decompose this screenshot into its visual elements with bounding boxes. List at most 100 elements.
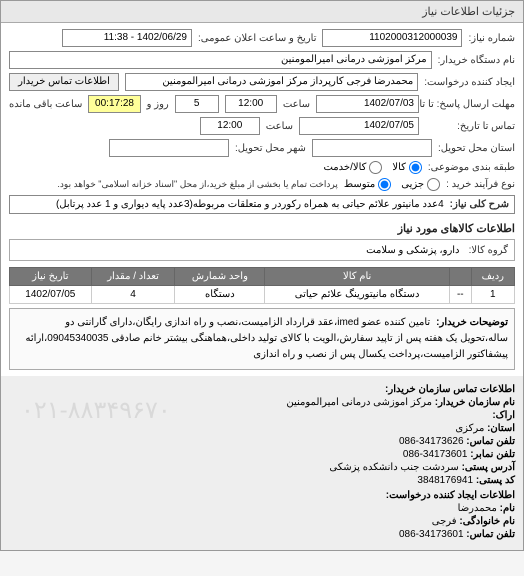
td-name: دستگاه مانیتورینگ علائم حیاتی — [265, 286, 450, 304]
footer-kodposti: کد پستی: 3848176941 — [9, 475, 515, 486]
tamas-label: تماس تا تاریخ: — [425, 121, 515, 132]
dastgah-label: نام دستگاه خریدار: — [438, 55, 515, 66]
rooz-label: روز و — [147, 99, 169, 110]
mohlat-time: 12:00 — [225, 95, 277, 113]
footer-title2: اطلاعات ایجاد کننده درخواست: — [9, 490, 515, 501]
th-radif: ردیف — [471, 268, 514, 286]
table-row: 1 -- دستگاه مانیتورینگ علائم حیاتی دستگا… — [10, 286, 515, 304]
mande-label: ساعت باقی مانده — [9, 99, 82, 110]
ostan-value: مرکزی — [455, 423, 484, 434]
family-label: نام خانوادگی: — [459, 516, 515, 527]
th-tarikh: تاریخ نیاز — [10, 268, 92, 286]
th-tedad: تعداد / مقدار — [91, 268, 175, 286]
radio-kala-label: کالا — [392, 162, 406, 173]
tamas-time: 12:00 — [200, 117, 260, 135]
mahal-tahvil-label: استان محل تحویل: — [438, 143, 515, 154]
row-mahal: استان محل تحویل: شهر محل تحویل: — [9, 139, 515, 157]
ijad-label: ایجاد کننده درخواست: — [424, 77, 515, 88]
fax-label: تلفن نمابر: — [470, 449, 515, 460]
th-name: نام کالا — [265, 268, 450, 286]
group-kala-label: گروه کالا: — [469, 245, 508, 256]
shomare-niaz-value: 1102000312000039 — [322, 29, 462, 47]
td-radif: 1 — [471, 286, 514, 304]
tel2-label: تلفن تماس: — [466, 529, 515, 540]
mande-time: 00:17:28 — [88, 95, 140, 113]
group-kala-box: گروه کالا: دارو، پزشکی و سلامت — [9, 239, 515, 261]
th-vahed: واحد شمارش — [175, 268, 265, 286]
saat-label-1: ساعت — [283, 99, 310, 110]
shahr-tahvil-value — [109, 139, 229, 157]
row-tabaghe: طبقه بندی موضوعی: کالا کالا/خدمت — [9, 161, 515, 174]
fax-value: 34173601-086 — [403, 449, 468, 460]
tarikh-elan-value: 1402/06/29 - 11:38 — [62, 29, 192, 47]
etelaat-tamas-button[interactable]: اطلاعات تماس خریدار — [9, 73, 119, 91]
farayand-radio-group: جزیی متوسط — [344, 178, 440, 191]
adres-value: سردشت جنب دانشکده پزشکی — [329, 462, 458, 473]
ostan-label: استان: — [487, 423, 515, 434]
saat-label-2: ساعت — [266, 121, 293, 132]
tarikh-elan-label: تاریخ و ساعت اعلان عمومی: — [198, 33, 317, 44]
tabaghe-label: طبقه بندی موضوعی: — [428, 162, 515, 173]
tel-label: تلفن تماس: — [466, 436, 515, 447]
kodposti-label: کد پستی: — [476, 475, 515, 486]
footer-fax: تلفن نمابر: 34173601-086 — [9, 449, 515, 460]
adres-label: آدرس پستی: — [462, 462, 515, 473]
tel-value: 34173626-086 — [399, 436, 464, 447]
family-value: فرجی — [432, 516, 457, 527]
name-sazman-label: نام سازمان خریدار: — [435, 397, 515, 408]
mohlat-label: مهلت ارسال پاسخ: تا تاریخ: — [425, 99, 515, 110]
name-value: محمدرضا — [458, 503, 497, 514]
kala-table: ردیف نام کالا واحد شمارش تعداد / مقدار ت… — [9, 267, 515, 304]
panel-header: جزئیات اطلاعات نیاز — [1, 1, 523, 23]
details-panel: جزئیات اطلاعات نیاز شماره نیاز: 11020003… — [0, 0, 524, 551]
row-shomare: شماره نیاز: 1102000312000039 تاریخ و ساع… — [9, 29, 515, 47]
farayand-note: پرداخت تمام یا بخشی از مبلغ خرید،از محل … — [57, 179, 337, 190]
name-sazman-value: مرکز اموزشی درمانی امیرالمومنین — [286, 397, 432, 408]
radio-khedmat[interactable]: کالا/خدمت — [323, 161, 382, 174]
tamas-date: 1402/07/05 — [299, 117, 419, 135]
tabaghe-radio-group: کالا کالا/خدمت — [323, 161, 421, 174]
radio-kala[interactable]: کالا — [392, 161, 422, 174]
group-kala-value: دارو، پزشکی و سلامت — [366, 245, 459, 256]
th-empty — [449, 268, 471, 286]
sharh-value: 4عدد مانیتور علائم حیاتی به همراه رکوردر… — [56, 199, 444, 210]
panel-content: شماره نیاز: 1102000312000039 تاریخ و ساع… — [1, 23, 523, 376]
row-farayand: نوع فرآیند خرید : جزیی متوسط پرداخت تمام… — [9, 178, 515, 191]
td-dash: -- — [449, 286, 471, 304]
radio-motavaset-label: متوسط — [344, 179, 375, 190]
radio-khedmat-input[interactable] — [369, 161, 382, 174]
row-ijad: ایجاد کننده درخواست: محمدرضا فرجی کارپرد… — [9, 73, 515, 91]
footer-tel2: تلفن تماس: 34173601-086 — [9, 529, 515, 540]
farayand-label: نوع فرآیند خرید : — [446, 179, 515, 190]
footer: ۰۲۱-۸۸۳۴۹۶۷۰ اطلاعات تماس سازمان خریدار:… — [1, 376, 523, 550]
radio-jozi-input[interactable] — [427, 178, 440, 191]
shahr-tahvil-label: شهر محل تحویل: — [235, 143, 306, 154]
footer-adres: آدرس پستی: سردشت جنب دانشکده پزشکی — [9, 462, 515, 473]
rooz-value: 5 — [175, 95, 219, 113]
radio-kala-input[interactable] — [409, 161, 422, 174]
kodposti-value: 3848176941 — [417, 475, 473, 486]
td-vahed: دستگاه — [175, 286, 265, 304]
watermark: ۰۲۱-۸۸۳۴۹۶۷۰ — [21, 396, 171, 425]
tozihat-label: توضیحات خریدار: — [436, 315, 508, 331]
radio-motavaset-input[interactable] — [378, 178, 391, 191]
tel2-value: 34173601-086 — [399, 529, 464, 540]
shomare-niaz-label: شماره نیاز: — [468, 33, 515, 44]
radio-jozi-label: جزیی — [401, 179, 424, 190]
row-mohlat: مهلت ارسال پاسخ: تا تاریخ: 1402/07/03 سا… — [9, 95, 515, 113]
footer-name: نام: محمدرضا — [9, 503, 515, 514]
mohlat-date: 1402/07/03 — [316, 95, 419, 113]
section-kalaha-title: اطلاعات کالاهای مورد نیاز — [9, 222, 515, 235]
arak-label: اراک: — [492, 410, 515, 421]
row-tamas: تماس تا تاریخ: 1402/07/05 ساعت 12:00 — [9, 117, 515, 135]
dastgah-value: مرکز اموزشی درمانی امیرالمومنین — [9, 51, 432, 69]
mahal-tahvil-value — [312, 139, 432, 157]
radio-jozi[interactable]: جزیی — [401, 178, 440, 191]
radio-motavaset[interactable]: متوسط — [344, 178, 391, 191]
sharh-label: شرح کلی نیاز: — [450, 199, 509, 210]
footer-title1: اطلاعات تماس سازمان خریدار: — [9, 384, 515, 395]
footer-tel: تلفن تماس: 34173626-086 — [9, 436, 515, 447]
tozihat-box: توضیحات خریدار: تامین کننده عضو imed،عقد… — [9, 308, 515, 370]
ijad-value: محمدرضا فرجی کارپرداز مرکز اموزشی درمانی… — [125, 73, 418, 91]
radio-khedmat-label: کالا/خدمت — [323, 162, 366, 173]
